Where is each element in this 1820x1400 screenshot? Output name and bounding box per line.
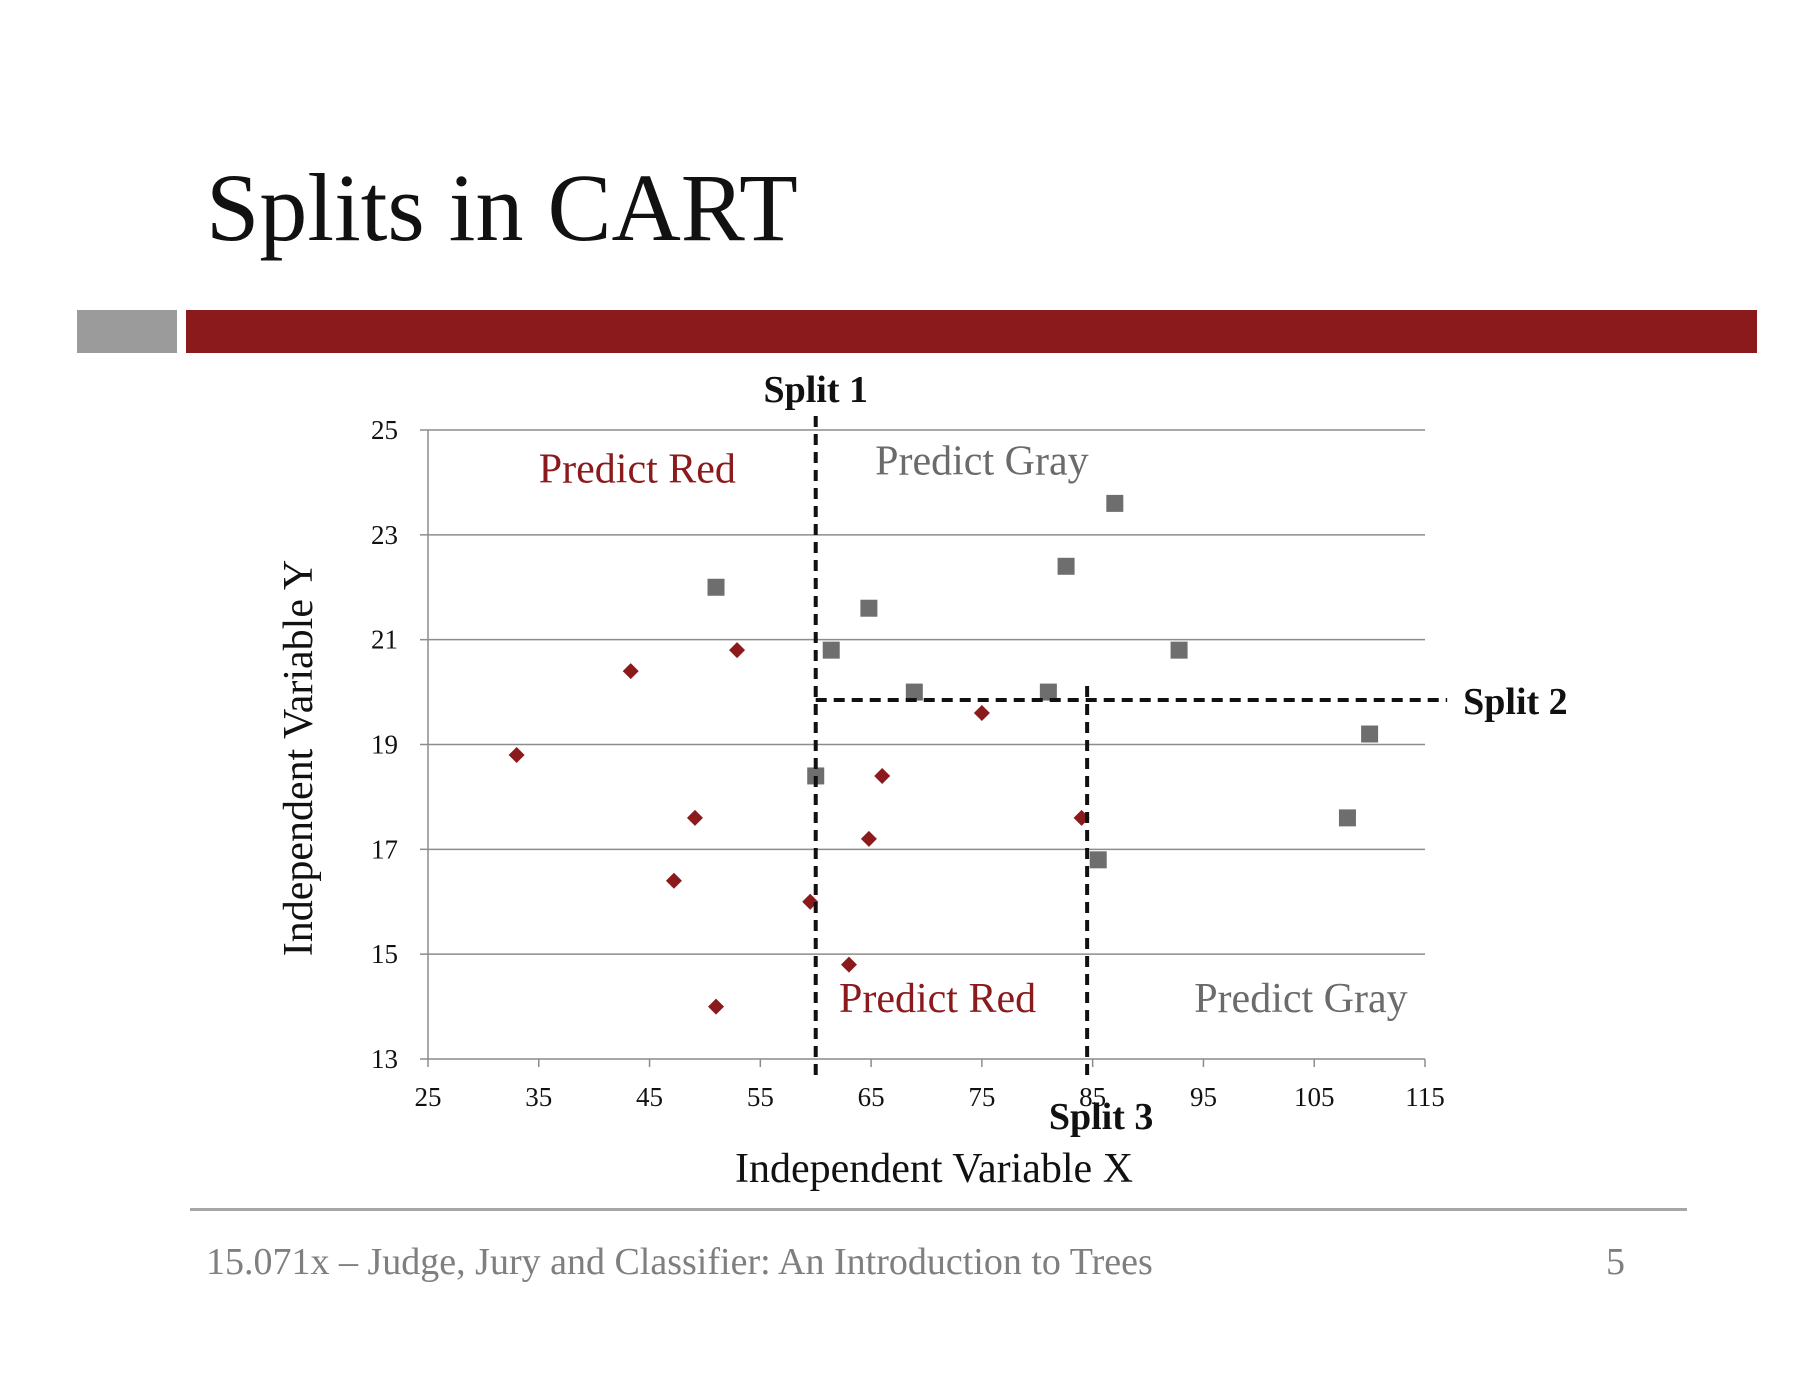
- gray-square-point: [1089, 851, 1107, 869]
- tick-labels: 13 15 17 19 21 23 25 25 35 45 55 65 75 85 95 105 115: [371, 415, 1445, 1112]
- split-label-2: Split 2: [1463, 681, 1568, 723]
- y-tick-label: 19: [371, 730, 398, 760]
- x-tick-label: 85: [1079, 1082, 1106, 1112]
- red-diamond-point: [860, 830, 877, 847]
- y-tick-label: 25: [371, 415, 398, 445]
- x-tick-label: 55: [747, 1082, 774, 1112]
- red-diamond-point: [686, 809, 703, 826]
- x-tick-label: 35: [525, 1082, 552, 1112]
- red-diamond-point: [622, 663, 639, 680]
- red-diamond-point: [840, 956, 857, 973]
- x-tick-label: 105: [1294, 1082, 1335, 1112]
- title-underline-red-bar: [186, 310, 1757, 353]
- slide-title: Splits in CART: [206, 154, 798, 261]
- region-label-2: Predict Gray: [875, 439, 1088, 485]
- red-diamond-point: [708, 998, 725, 1015]
- gray-square-point: [1338, 809, 1356, 827]
- title-underline-gray-block: [77, 310, 177, 353]
- gray-square-point: [1057, 557, 1075, 575]
- x-tick-label: 115: [1405, 1082, 1445, 1112]
- region-label-1: Predict Red: [539, 446, 736, 492]
- region-label-3: Predict Red: [839, 976, 1036, 1022]
- red-diamond-point: [874, 767, 891, 784]
- red-diamond-point: [508, 746, 525, 763]
- gray-square-point: [1361, 725, 1379, 743]
- gray-square-point: [807, 767, 825, 785]
- axes: [420, 429, 1426, 1067]
- split-label-3: Split 3: [1049, 1096, 1154, 1138]
- gray-square-point: [905, 683, 923, 701]
- y-tick-label: 23: [371, 520, 398, 550]
- split-label-1: Split 1: [763, 369, 868, 411]
- gray-square-point: [822, 641, 840, 659]
- gray-square-point: [1106, 494, 1124, 512]
- grid-lines: [428, 429, 1425, 955]
- page-number: 5: [1606, 1241, 1625, 1283]
- data-points: [508, 494, 1379, 1015]
- gray-square-point: [707, 578, 725, 596]
- x-tick-label: 45: [636, 1082, 663, 1112]
- x-tick-label: 95: [1190, 1082, 1217, 1112]
- y-tick-label: 21: [371, 625, 398, 655]
- red-diamond-point: [665, 872, 682, 889]
- x-tick-label: 25: [415, 1082, 442, 1112]
- y-tick-label: 17: [371, 834, 398, 864]
- x-tick-label: 75: [968, 1082, 995, 1112]
- region-label-4: Predict Gray: [1194, 976, 1407, 1022]
- y-tick-label: 15: [371, 939, 398, 969]
- red-diamond-point: [729, 642, 746, 659]
- split-lines: Split 1 Split 2 Split 3: [763, 369, 1567, 1138]
- x-axis-label: Independent Variable X: [735, 1146, 1133, 1192]
- gray-square-point: [860, 599, 878, 617]
- red-diamond-point: [973, 705, 990, 722]
- y-axis-label: Independent Variable Y: [276, 560, 322, 957]
- region-labels: Predict Red Predict Gray Predict Red Predic…: [539, 439, 1408, 1022]
- x-tick-label: 65: [858, 1082, 885, 1112]
- gray-square-point: [1039, 683, 1057, 701]
- footer-divider: [190, 1208, 1687, 1211]
- footer-course-title: 15.071x – Judge, Jury and Classifier: An…: [206, 1241, 1153, 1283]
- gray-square-point: [1170, 641, 1188, 659]
- y-tick-label: 13: [371, 1044, 398, 1074]
